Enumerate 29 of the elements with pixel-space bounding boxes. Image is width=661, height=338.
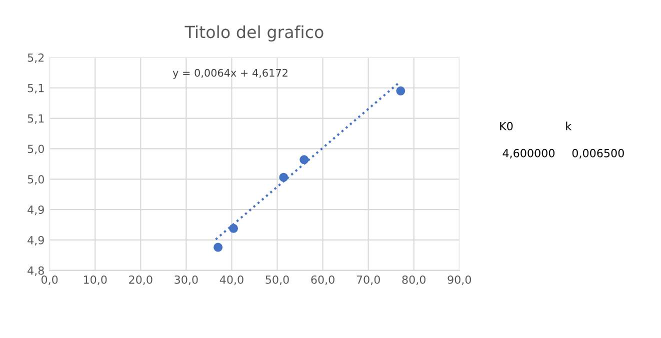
x-tick-label: 30,0 [174,275,198,285]
point [300,155,309,164]
point [214,242,223,252]
x-tick-label: 50,0 [266,275,289,285]
y-tick-label: 5,2 [28,53,44,63]
x-tick-label: 0,0 [41,275,58,285]
annotation: y = 0,0064x + 4,6172 [172,68,288,79]
y-tick-label: 5,0 [28,144,44,154]
text: 0,006500 [572,148,624,158]
text: k [566,122,572,130]
x-tick-label: 90,0 [448,275,472,285]
chart-title: Titolo del grafico [184,25,324,42]
y-tick-label: 5,0 [28,175,44,185]
x-tick-label: 40,0 [220,275,244,285]
point [396,86,406,96]
y-tick-label: 4,9 [28,206,44,216]
y-tick-label: 5,1 [28,84,44,94]
point [279,172,288,182]
y-tick-label: 5,1 [28,114,44,124]
x-tick-label: 60,0 [311,275,334,285]
x-tick-label: 80,0 [402,275,426,285]
x-tick-label: 20,0 [129,275,152,285]
point [229,224,238,233]
y-tick-label: 4,9 [28,236,44,246]
x-tick-label: 10,0 [84,275,107,285]
y-tick-label: 4,8 [28,266,44,276]
text: K0 [500,122,513,130]
x-tick-label: 70,0 [356,275,380,285]
text: 4,600000 [502,148,554,158]
